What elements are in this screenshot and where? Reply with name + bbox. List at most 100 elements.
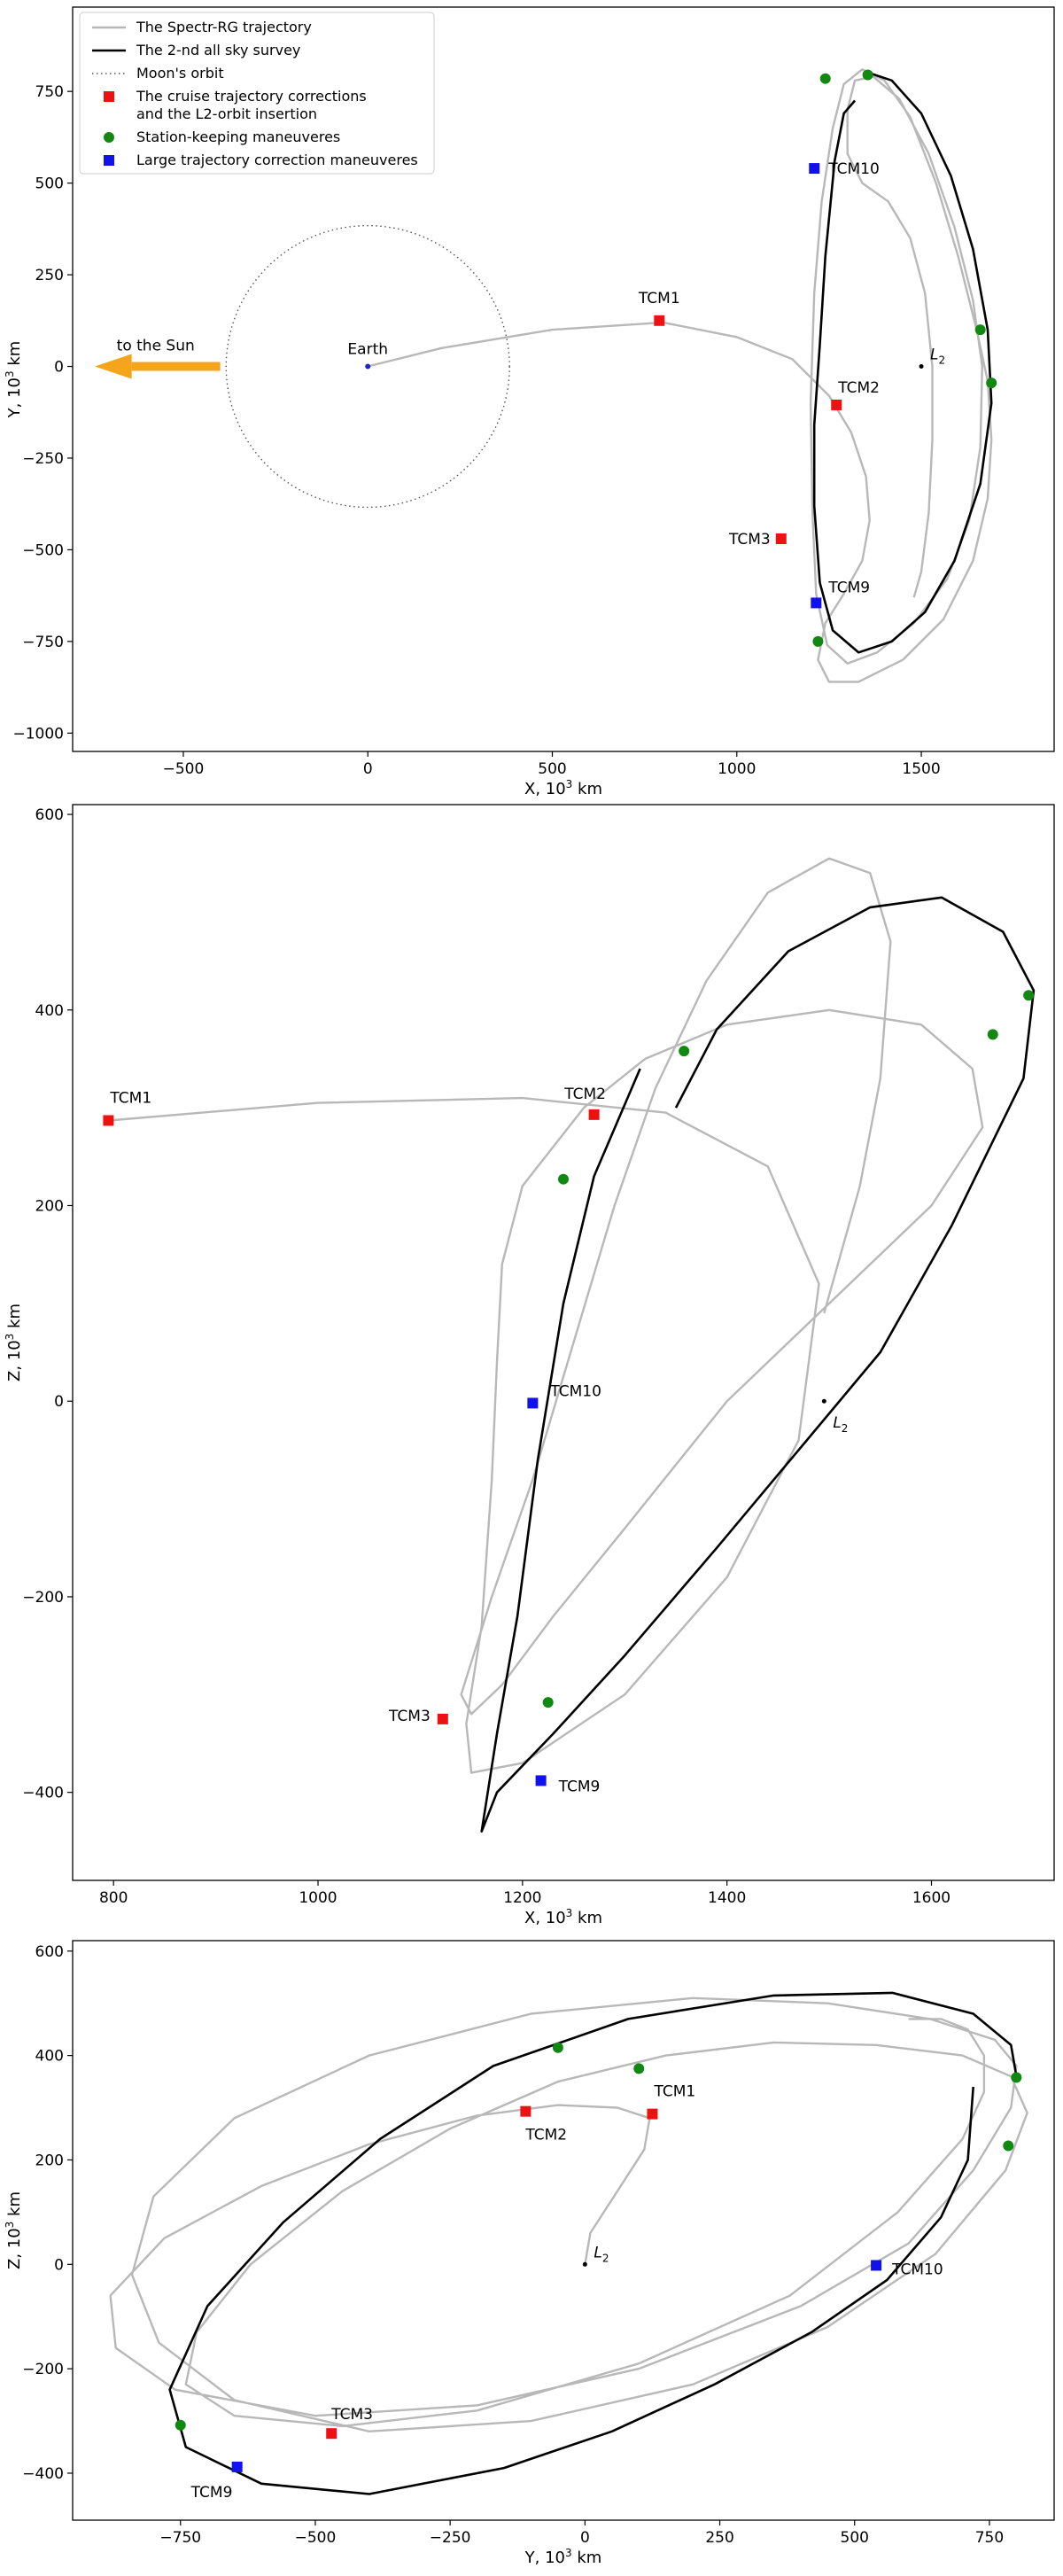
tcm3-label: TCM3 — [728, 531, 771, 549]
tcm3-label: TCM3 — [330, 2406, 373, 2424]
legend-item: Moon's orbit — [92, 65, 224, 82]
earth-marker — [365, 363, 371, 370]
plot-area — [103, 857, 1036, 1833]
all-sky-survey-line — [168, 1991, 1018, 2495]
legend-item: Station-keeping maneuveres — [104, 128, 340, 145]
tcm2-marker — [588, 1109, 600, 1120]
tcm2-marker — [520, 2105, 532, 2117]
y-tick-label: 0 — [54, 2256, 64, 2274]
x-tick-label: 750 — [975, 2529, 1004, 2547]
station-keeping-marker — [974, 324, 986, 336]
all-sky-survey-line — [812, 72, 993, 654]
station-keeping-marker — [558, 1173, 569, 1185]
tcm9-label: TCM9 — [827, 579, 870, 596]
y-tick-label: −750 — [22, 634, 64, 651]
legend-label: Large trajectory correction maneuveres — [136, 152, 418, 168]
plot-area — [109, 1991, 1028, 2495]
legend-swatch — [104, 155, 114, 166]
tcm1-label: TCM1 — [638, 290, 680, 307]
x-tick-label: −500 — [295, 2529, 337, 2547]
y-tick-label: 400 — [35, 1002, 64, 1020]
tcm10-marker — [527, 1397, 539, 1409]
station-keeping-marker — [812, 635, 824, 647]
tcm2-label: TCM2 — [563, 1086, 606, 1103]
tcm3-marker — [775, 533, 787, 544]
plot-frame — [72, 804, 1055, 1881]
station-keeping-marker — [987, 1029, 998, 1040]
tcm10-label: TCM10 — [827, 160, 880, 178]
xy-projection-panel: −500 0 500 1000 1500 −1000 −750 −500 −250 0 250 500… — [4, 6, 1055, 798]
x-tick-label: 500 — [538, 760, 566, 778]
xz-projection-panel: 800 1000 1200 1400 1600 −400 −200 0 200 400 600 X, … — [4, 804, 1055, 1927]
x-tick-label: 800 — [99, 1889, 128, 1907]
y-tick-label: −1000 — [12, 725, 64, 743]
tcm1-marker — [654, 315, 665, 326]
x-tick-label: 1600 — [912, 1889, 950, 1907]
x-axis-label: X, 103 km — [524, 1907, 602, 1927]
y-tick-label: −250 — [22, 450, 64, 468]
spectr-rg-trajectory-line — [108, 857, 984, 1774]
legend-item: The Spectr-RG trajectory — [92, 19, 312, 35]
tcm9-marker — [811, 597, 822, 609]
y-tick-label: 0 — [54, 1393, 64, 1411]
sun-arrow-head — [94, 354, 132, 379]
y-axis-label: Y, 103 km — [4, 341, 24, 419]
x-tick-label: 1000 — [299, 1889, 337, 1907]
tcm3-marker — [437, 1713, 448, 1724]
legend-item: The 2-nd all sky survey — [92, 42, 300, 58]
yz-projection-panel: −750 −500 −250 0 250 500 750 −400 −200 0 200 400 600… — [4, 1940, 1055, 2567]
legend-label: The 2-nd all sky survey — [136, 42, 300, 58]
station-keeping-marker — [1003, 2140, 1014, 2152]
y-tick-label: 0 — [54, 359, 64, 377]
l2-label: L2 — [594, 2244, 609, 2264]
x-tick-label: −250 — [430, 2529, 471, 2547]
x-tick-label: 500 — [841, 2529, 869, 2547]
station-keeping-marker — [986, 377, 997, 389]
y-tick-label: 500 — [35, 175, 64, 193]
earth-label: Earth — [347, 341, 388, 359]
x-tick-label: 1400 — [708, 1889, 746, 1907]
x-tick-label: −500 — [163, 760, 205, 778]
y-tick-label: 750 — [35, 83, 64, 101]
y-tick-label: 400 — [35, 2048, 64, 2066]
y-axis-label: Z, 103 km — [4, 1304, 24, 1381]
x-tick-label: 1000 — [718, 760, 756, 778]
x-tick-label: 0 — [363, 760, 373, 778]
spectr-rg-trajectory-line — [109, 1996, 1028, 2433]
l2-point — [919, 364, 924, 370]
moon-orbit — [225, 224, 510, 509]
legend-swatch — [104, 132, 114, 143]
tcm3-marker — [326, 2428, 338, 2440]
tcm1-marker — [103, 1115, 114, 1126]
x-axis-label: X, 103 km — [524, 778, 602, 798]
spectr-rg-trajectory-line — [367, 68, 993, 683]
station-keeping-marker — [1023, 990, 1035, 1001]
x-axis-label: Y, 103 km — [524, 2547, 602, 2567]
tcm3-label: TCM3 — [388, 1708, 431, 1725]
tcm1-label: TCM1 — [109, 1089, 151, 1107]
station-keeping-marker — [542, 1697, 554, 1708]
legend-swatch — [104, 91, 114, 102]
y-tick-label: −200 — [22, 1589, 64, 1607]
tcm2-marker — [831, 399, 842, 410]
legend-label: Station-keeping maneuveres — [136, 128, 340, 145]
legend-label: The Spectr-RG trajectory — [136, 19, 312, 35]
tcm9-marker — [231, 2461, 243, 2472]
plot-frame — [72, 1940, 1055, 2521]
x-tick-label: 0 — [580, 2529, 590, 2547]
legend-box — [79, 12, 435, 175]
l2-label: L2 — [930, 346, 945, 367]
tcm9-label: TCM9 — [190, 2484, 233, 2502]
station-keeping-marker — [1011, 2072, 1022, 2083]
station-keeping-marker — [175, 2419, 186, 2431]
y-axis-label: Z, 103 km — [4, 2191, 24, 2269]
tcm10-marker — [809, 163, 820, 175]
station-keeping-marker — [862, 69, 873, 81]
l2-point — [821, 1398, 826, 1404]
tcm10-label: TCM10 — [891, 2261, 943, 2278]
legend-item: Large trajectory correction maneuveres — [104, 152, 418, 168]
y-tick-label: 600 — [35, 806, 64, 824]
l2-label: L2 — [833, 1414, 848, 1435]
tcm9-marker — [535, 1775, 547, 1786]
